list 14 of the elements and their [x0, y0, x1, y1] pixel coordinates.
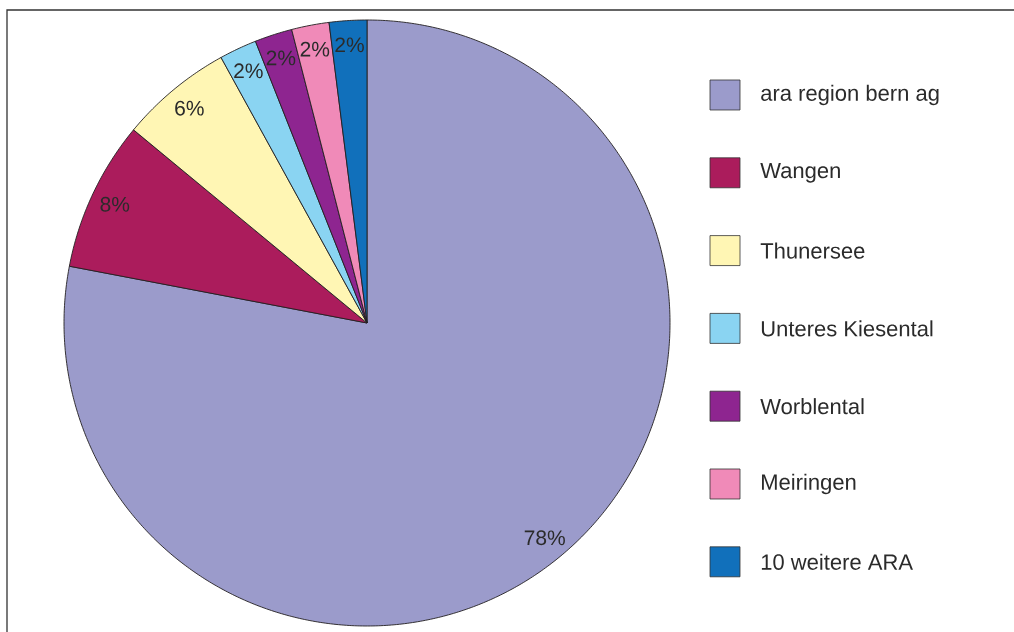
data-label: 6%	[175, 100, 204, 116]
legend-label: ara region bern ag	[761, 84, 939, 106]
legend-label: Wangen	[760, 162, 840, 183]
data-label: 2%	[234, 63, 263, 79]
legend-label: Thunersee	[760, 242, 865, 259]
legend-label: Meiringen	[762, 473, 856, 495]
data-label: 2%	[300, 41, 330, 57]
data-label: 8%	[100, 196, 130, 212]
legend-label: Worblental	[760, 398, 864, 415]
legend-label: Unteres Kiesental	[761, 320, 933, 337]
legend-label: 10 weitere ARA	[761, 553, 913, 570]
data-label: 78%	[524, 530, 565, 546]
data-label: 2%	[335, 37, 364, 53]
data-label: 2%	[266, 50, 296, 66]
